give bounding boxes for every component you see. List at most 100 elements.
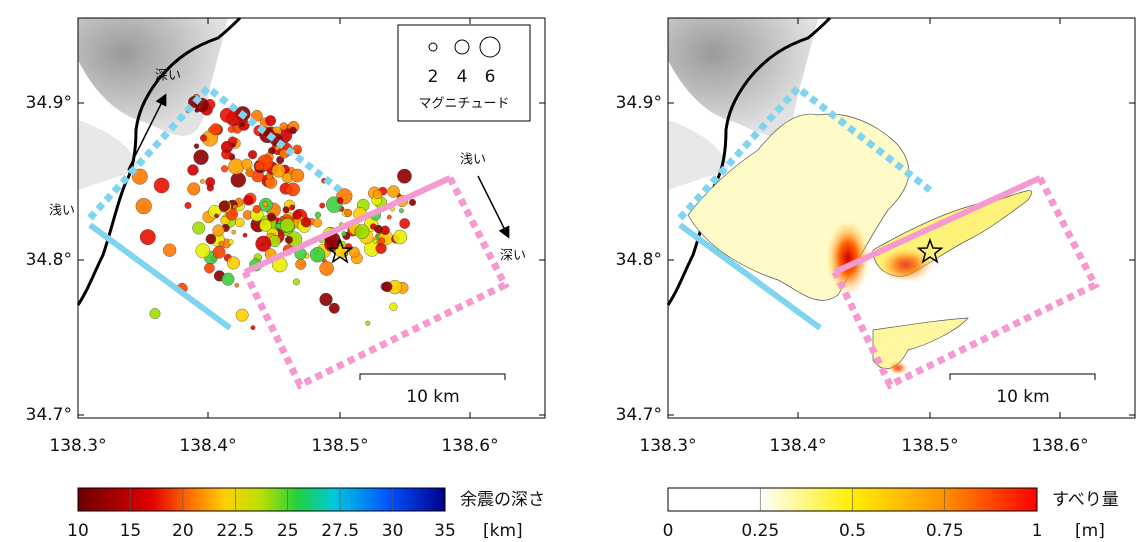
aftershock (221, 141, 233, 153)
aftershock (219, 241, 225, 247)
aftershock (365, 321, 370, 326)
colorbar-tick-label: 15 (120, 521, 142, 541)
annotation: 深い (155, 69, 181, 84)
left-map: 138.3°138.4°138.5°138.6°34.9°34.8°34.7°1… (26, 18, 545, 456)
aftershock (393, 230, 407, 244)
aftershock (235, 283, 239, 287)
y-tick-label: 34.9° (26, 93, 72, 113)
x-tick-label: 138.6° (441, 436, 498, 456)
aftershock (344, 209, 352, 217)
y-tick-label: 34.7° (26, 405, 72, 425)
legend-circle (429, 43, 437, 51)
aftershock (263, 202, 268, 207)
aftershock (188, 164, 199, 175)
aftershock (163, 244, 176, 257)
scale-label: 10 km (996, 387, 1049, 407)
aftershock (200, 135, 207, 142)
aftershock (370, 224, 376, 230)
colorbar-tick-label: 0.25 (741, 521, 779, 541)
colorbar-tick-label: 22.5 (216, 521, 254, 541)
legend-circle (455, 40, 469, 54)
aftershock (243, 233, 247, 237)
legend-size: 6 (485, 67, 496, 87)
aftershock (280, 123, 288, 131)
aftershock (248, 150, 257, 159)
aftershock (320, 203, 325, 208)
slip-area (873, 318, 968, 369)
aftershock (310, 247, 325, 262)
aftershock (313, 218, 322, 227)
arrow (478, 176, 508, 236)
aftershock (373, 239, 377, 243)
aftershock (200, 179, 204, 183)
aftershock (373, 190, 382, 199)
x-tick-label: 138.5° (901, 436, 958, 456)
scale-bar (360, 374, 505, 380)
colorbar-tick-label: 0.75 (926, 521, 964, 541)
aftershock (187, 183, 200, 196)
aftershock (291, 169, 304, 182)
right-map: 138.3°138.4°138.5°138.6°34.9°34.8°34.7°1… (616, 18, 1135, 456)
aftershock (222, 273, 234, 285)
aftershock (236, 309, 249, 322)
aftershock (293, 145, 302, 154)
legend-circle (480, 37, 500, 57)
x-tick-label: 138.3° (639, 436, 696, 456)
colorbar-unit: [km] (483, 521, 523, 541)
aftershock (210, 124, 222, 136)
aftershock (285, 236, 292, 243)
annotation: 浅い (49, 204, 75, 219)
y-tick-label: 34.7° (616, 405, 662, 425)
x-tick-label: 138.4° (179, 436, 236, 456)
aftershock (213, 225, 225, 237)
annotation: 浅い (460, 153, 486, 168)
aftershock (320, 293, 333, 306)
aftershock (289, 127, 296, 134)
aftershock (295, 259, 306, 270)
aftershock (243, 195, 253, 205)
aftershock (228, 126, 235, 133)
aftershock (206, 177, 215, 186)
aftershock (337, 197, 343, 203)
aftershock (206, 234, 216, 244)
scale-bar (950, 374, 1095, 380)
colorbar-tick-label: 10 (67, 521, 89, 541)
aftershock (252, 224, 258, 230)
colorbar-tick-label: 0 (663, 521, 674, 541)
slip-colorbar: 0 0.25 0.5 0.75 1 すべり量 [m] (663, 488, 1119, 541)
aftershock (219, 201, 230, 212)
aftershock (280, 218, 294, 232)
legend-label: マグニチュード (418, 97, 509, 112)
colorbar (78, 488, 445, 511)
scale-label: 10 km (406, 387, 459, 407)
aftershock (389, 303, 397, 311)
aftershock (213, 246, 225, 258)
terrain (78, 18, 228, 136)
aftershock (221, 165, 228, 172)
aftershock (409, 199, 416, 206)
aftershock (242, 159, 253, 170)
aftershock (265, 115, 276, 126)
depth-colorbar: 10152022.52527.53035余震の深さ[km] (67, 488, 545, 541)
y-tick-label: 34.9° (616, 93, 662, 113)
slip-peak (888, 361, 908, 375)
aftershock (154, 178, 169, 193)
aftershock (240, 122, 245, 127)
x-tick-label: 138.5° (311, 436, 368, 456)
colorbar-title: すべり量 (1052, 490, 1119, 510)
x-tick-label: 138.4° (769, 436, 826, 456)
aftershock (231, 172, 246, 187)
aftershock (233, 205, 238, 210)
colorbar-tick-label: 0.5 (839, 521, 866, 541)
aftershock (235, 218, 244, 227)
colorbar-tick-label: 30 (382, 521, 404, 541)
aftershock (228, 159, 244, 175)
colorbar-tick-label: 1 (1032, 521, 1043, 541)
aftershock (397, 169, 411, 183)
aftershock (194, 144, 199, 149)
colorbar-unit: [m] (1075, 521, 1105, 541)
slip-peak (878, 247, 934, 283)
aftershock (251, 325, 255, 329)
x-tick-label: 138.3° (49, 436, 106, 456)
aftershock (193, 222, 205, 234)
